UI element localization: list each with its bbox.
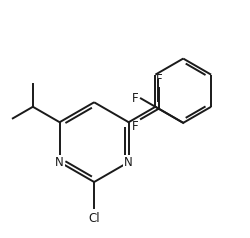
- Text: F: F: [132, 120, 139, 133]
- Text: F: F: [132, 92, 139, 105]
- Text: Cl: Cl: [88, 212, 100, 225]
- Text: F: F: [156, 73, 162, 86]
- Text: N: N: [124, 156, 133, 169]
- Text: N: N: [55, 156, 64, 169]
